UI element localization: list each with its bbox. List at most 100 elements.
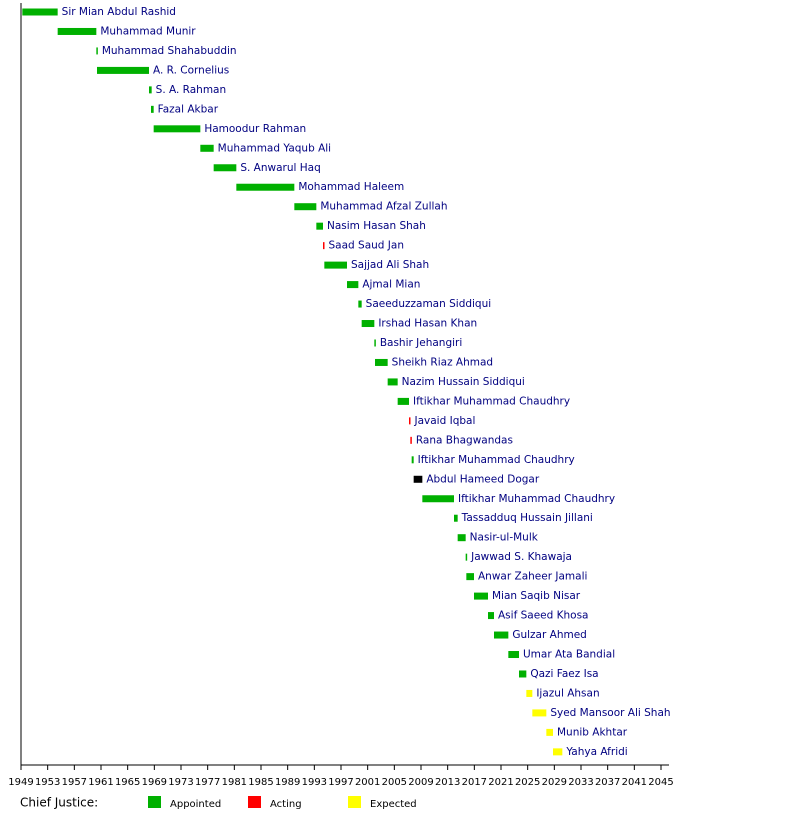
bar-label: Muhammad Yaqub Ali — [218, 142, 331, 154]
bar-label: Iftikhar Muhammad Chaudhry — [413, 395, 570, 407]
bar-label: A. R. Cornelius — [153, 64, 229, 76]
bar — [409, 417, 411, 425]
bar-label: Ajmal Mian — [362, 279, 420, 291]
bar-label: Fazal Akbar — [158, 103, 219, 115]
bar-label: Muhammad Shahabuddin — [102, 45, 237, 57]
bar — [546, 728, 553, 736]
legend-title: Chief Justice: — [20, 796, 98, 810]
bar — [361, 320, 375, 328]
bar — [526, 689, 533, 697]
legend-label: Acting — [270, 799, 302, 810]
x-tick-label: 2045 — [648, 777, 673, 788]
bar-label: Muhammad Afzal Zullah — [320, 201, 447, 213]
bar-label: Mohammad Haleem — [298, 181, 404, 193]
x-tick-label: 2009 — [408, 777, 433, 788]
legend-label: Expected — [370, 799, 417, 810]
bar-label: Nazim Hussain Siddiqui — [402, 376, 525, 388]
bar-label: Saeeduzzaman Siddiqui — [366, 298, 492, 310]
x-tick-label: 1953 — [35, 777, 60, 788]
bar — [200, 144, 214, 152]
bar-label: Hamoodur Rahman — [204, 123, 306, 135]
bar — [294, 203, 317, 211]
bar-label: S. Anwarul Haq — [240, 162, 320, 174]
bar-label: Syed Mansoor Ali Shah — [550, 707, 670, 719]
x-tick-label: 2017 — [462, 777, 487, 788]
bar — [57, 27, 97, 35]
bar — [375, 358, 388, 366]
bar — [410, 436, 412, 444]
bar-label: Iftikhar Muhammad Chaudhry — [418, 454, 575, 466]
bar — [474, 592, 488, 600]
bar-label: Iftikhar Muhammad Chaudhry — [458, 493, 615, 505]
bar — [454, 514, 458, 522]
bar — [465, 553, 468, 561]
bar — [316, 222, 323, 230]
x-tick-label: 2033 — [568, 777, 593, 788]
bar — [508, 651, 519, 659]
x-tick-label: 1957 — [62, 777, 87, 788]
bar-label: Qazi Faez Isa — [530, 668, 598, 680]
bar-label: Irshad Hasan Khan — [378, 318, 477, 330]
legend-label: Appointed — [170, 799, 221, 810]
bar — [347, 281, 359, 289]
legend-swatch — [148, 796, 161, 808]
bar — [151, 105, 154, 113]
x-tick-label: 2037 — [595, 777, 620, 788]
legend-swatch — [348, 796, 361, 808]
x-tick-label: 2041 — [622, 777, 647, 788]
bar-label: Saad Saud Jan — [329, 240, 404, 252]
bar — [494, 631, 509, 639]
bar — [97, 66, 149, 74]
bar-label: Asif Saeed Khosa — [498, 610, 589, 622]
bar — [466, 573, 474, 581]
bar-label: Gulzar Ahmed — [512, 629, 587, 641]
x-tick-label: 2029 — [542, 777, 567, 788]
x-tick-label: 1973 — [168, 777, 193, 788]
bar — [323, 242, 325, 250]
bar-label: Anwar Zaheer Jamali — [478, 571, 587, 583]
bar — [149, 86, 152, 94]
bar-label: Sheikh Riaz Ahmad — [392, 356, 493, 368]
bar-label: Sir Mian Abdul Rashid — [62, 6, 176, 18]
bar-label: Munib Akhtar — [557, 726, 628, 738]
bar — [374, 339, 376, 347]
x-tick-label: 1949 — [8, 777, 33, 788]
x-tick-label: 1997 — [328, 777, 353, 788]
bar — [457, 534, 466, 542]
bar-label: Bashir Jehangiri — [380, 337, 462, 349]
x-tick-label: 1989 — [275, 777, 300, 788]
x-tick-label: 2021 — [488, 777, 513, 788]
bar-label: Umar Ata Bandial — [523, 649, 615, 661]
bar-label: Muhammad Munir — [100, 25, 196, 37]
bar-label: S. A. Rahman — [156, 84, 227, 96]
x-tick-label: 1985 — [248, 777, 273, 788]
bar-label: Ijazul Ahsan — [536, 687, 599, 699]
bar — [153, 125, 201, 133]
bar-label: Sajjad Ali Shah — [351, 259, 429, 271]
bar — [413, 475, 423, 483]
bar-label: Yahya Afridi — [565, 746, 627, 758]
x-tick-label: 2025 — [515, 777, 540, 788]
bar-label: Jawwad S. Khawaja — [470, 551, 572, 563]
bar — [532, 709, 547, 717]
x-tick-label: 1993 — [302, 777, 327, 788]
x-tick-label: 1965 — [115, 777, 140, 788]
bar — [22, 8, 58, 16]
x-tick-label: 2001 — [355, 777, 380, 788]
x-tick-label: 2005 — [382, 777, 407, 788]
bar-label: Javaid Iqbal — [414, 415, 476, 427]
bar — [96, 47, 98, 55]
bar — [411, 456, 414, 464]
bar-label: Rana Bhagwandas — [416, 434, 513, 446]
bar — [553, 748, 563, 756]
x-tick-label: 1961 — [88, 777, 113, 788]
bar — [422, 495, 454, 503]
x-tick-label: 1981 — [222, 777, 247, 788]
bar — [213, 164, 237, 172]
bar — [236, 183, 295, 191]
bar — [387, 378, 398, 386]
bar-label: Mian Saqib Nisar — [492, 590, 581, 602]
x-tick-label: 1977 — [195, 777, 220, 788]
bar — [324, 261, 347, 269]
